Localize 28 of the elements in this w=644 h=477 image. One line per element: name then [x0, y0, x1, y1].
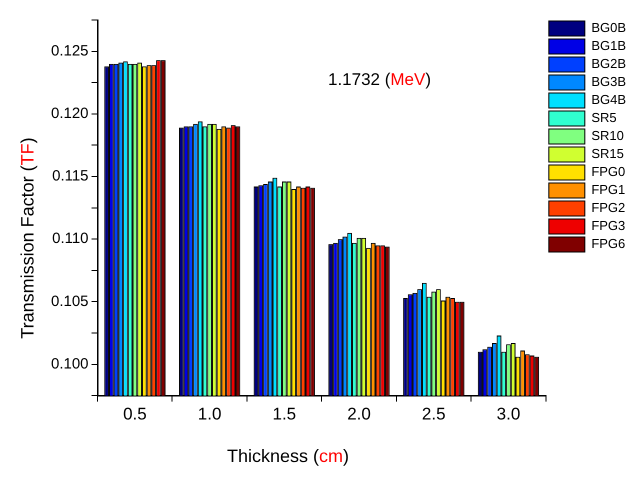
- legend-label: SR5: [591, 110, 617, 126]
- x-tick-label: 1.0: [198, 404, 222, 424]
- y-axis-title: Transmission Factor (TF): [18, 137, 38, 339]
- y-tick-label: 0.120: [50, 105, 89, 122]
- legend-label: FPG1: [591, 182, 626, 198]
- y-tick-label: 0.115: [52, 168, 89, 185]
- y-tick-label: 0.125: [50, 42, 89, 60]
- legend-label: BG2B: [591, 56, 626, 72]
- legend-label: FPG6: [591, 236, 626, 252]
- x-tick-label: 2.5: [422, 404, 446, 424]
- legend-label: FPG3: [591, 218, 626, 234]
- x-axis-title: Thickness (cm): [226, 446, 350, 466]
- legend-label: FPG0: [591, 164, 626, 180]
- y-tick-label: 0.110: [52, 230, 89, 248]
- legend-label: BG0B: [591, 20, 626, 36]
- legend-label: BG3B: [591, 74, 626, 90]
- x-tick-label: 0.5: [123, 404, 147, 424]
- annotation: 1.1732 (MeV): [328, 70, 432, 89]
- y-tick-label: 0.100: [50, 355, 89, 372]
- legend-label: FPG2: [591, 200, 626, 216]
- y-tick-label: 0.105: [50, 292, 89, 310]
- legend-label: SR15: [591, 146, 624, 162]
- x-tick-label: 1.5: [272, 404, 296, 424]
- legend-label: BG1B: [591, 38, 626, 54]
- x-tick-label: 2.0: [347, 404, 371, 424]
- legend-label: BG4B: [591, 92, 626, 108]
- legend-label: SR10: [591, 128, 624, 144]
- x-tick-label: 3.0: [496, 404, 520, 424]
